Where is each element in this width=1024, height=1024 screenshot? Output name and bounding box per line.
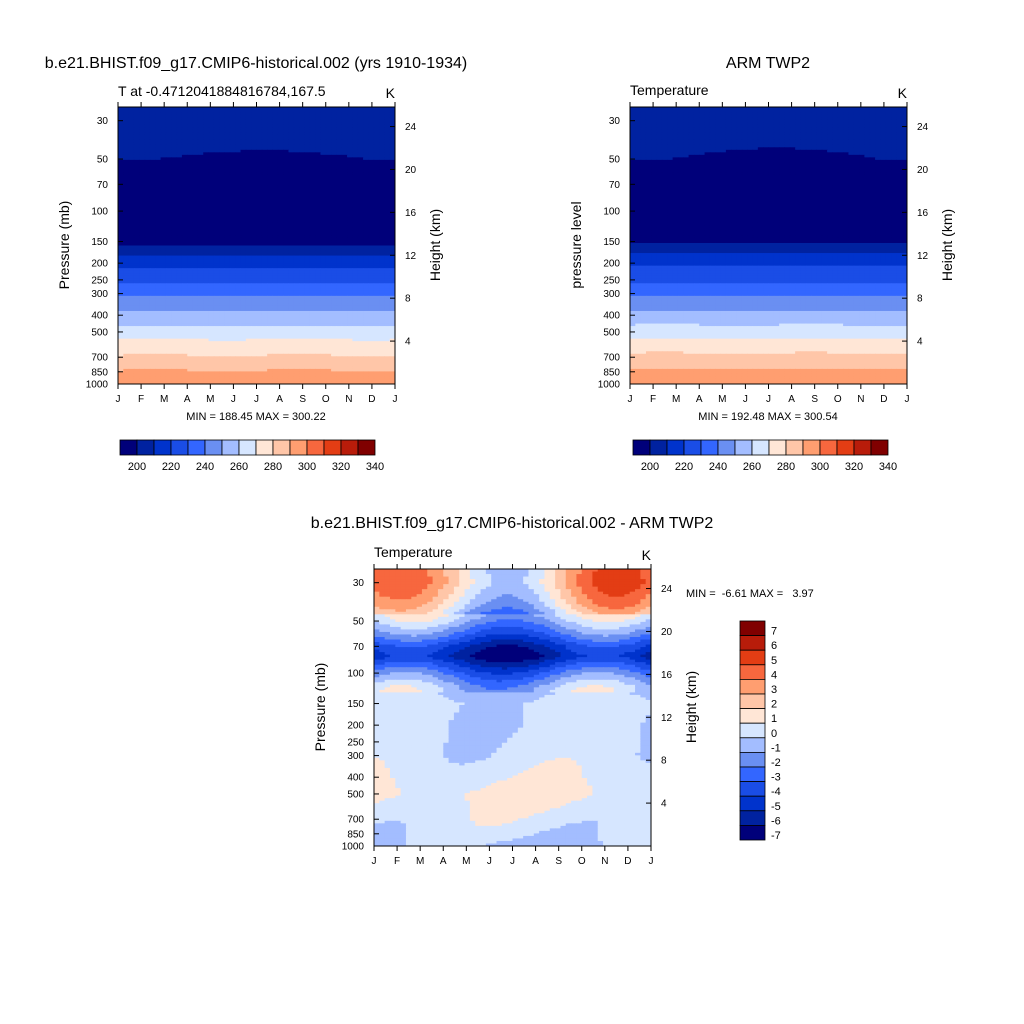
panel-model-subtitle-right: K — [386, 85, 396, 101]
panel-model-subtitle-left: T at -0.4712041884816784,167.5 — [118, 83, 326, 99]
panel-model: b.e21.BHIST.f09_g17.CMIP6-historical.002… — [45, 55, 467, 473]
panel-model-title: b.e21.BHIST.f09_g17.CMIP6-historical.002… — [45, 55, 467, 72]
panel-model-field — [118, 107, 396, 385]
